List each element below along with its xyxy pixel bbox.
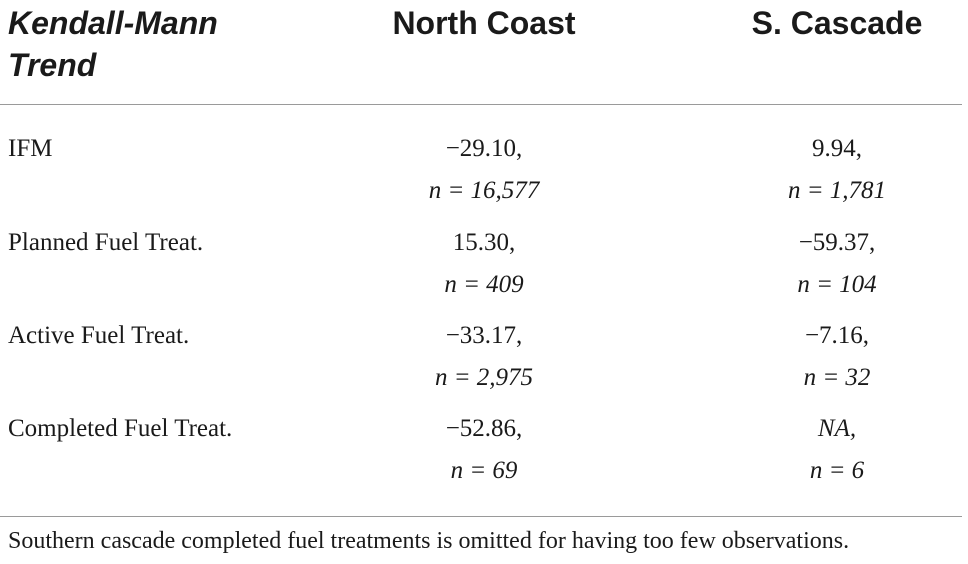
north-coast-value: −29.10, (445, 135, 523, 162)
north-coast-cell: −33.17, n = 2,975 (334, 315, 634, 399)
north-coast-value: 15.30, (452, 229, 516, 256)
north-coast-n: n = 2,975 (434, 364, 534, 391)
north-coast-value: −52.86, (445, 415, 523, 442)
row-label: Planned Fuel Treat. (8, 229, 204, 256)
header-s-cascade: S. Cascade (751, 5, 923, 41)
s-cascade-n: n = 32 (803, 364, 871, 391)
north-coast-cell: −52.86, n = 69 (334, 408, 634, 492)
north-coast-value: −33.17, (445, 322, 523, 349)
s-cascade-value: NA, (817, 415, 857, 442)
header-north-coast: North Coast (392, 5, 576, 41)
north-coast-cell: −29.10, n = 16,577 (334, 128, 634, 212)
s-cascade-cell: −59.37, n = 104 (687, 222, 968, 306)
header-trend: Kendall-Mann Trend (8, 5, 218, 83)
s-cascade-value: 9.94, (812, 135, 862, 162)
row-label: Active Fuel Treat. (8, 322, 190, 349)
s-cascade-n: n = 6 (809, 457, 865, 484)
s-cascade-n: n = 1,781 (787, 177, 887, 204)
s-cascade-n: n = 104 (797, 271, 877, 298)
row-label: IFM (8, 135, 53, 162)
north-coast-n: n = 16,577 (428, 177, 540, 204)
north-coast-n: n = 409 (444, 271, 524, 298)
s-cascade-value: −59.37, (798, 229, 876, 256)
north-coast-n: n = 69 (450, 457, 518, 484)
north-coast-cell: 15.30, n = 409 (334, 222, 634, 306)
header-divider (0, 104, 962, 105)
s-cascade-cell: 9.94, n = 1,781 (687, 128, 968, 212)
footer-divider (0, 516, 962, 517)
row-label: Completed Fuel Treat. (8, 415, 233, 442)
s-cascade-cell: NA, n = 6 (687, 408, 968, 492)
s-cascade-cell: −7.16, n = 32 (687, 315, 968, 399)
table-footnote: Southern cascade completed fuel treatmen… (8, 528, 850, 554)
table-header: Kendall-Mann Trend North Coast S. Cascad… (0, 0, 968, 104)
s-cascade-value: −7.16, (804, 322, 870, 349)
